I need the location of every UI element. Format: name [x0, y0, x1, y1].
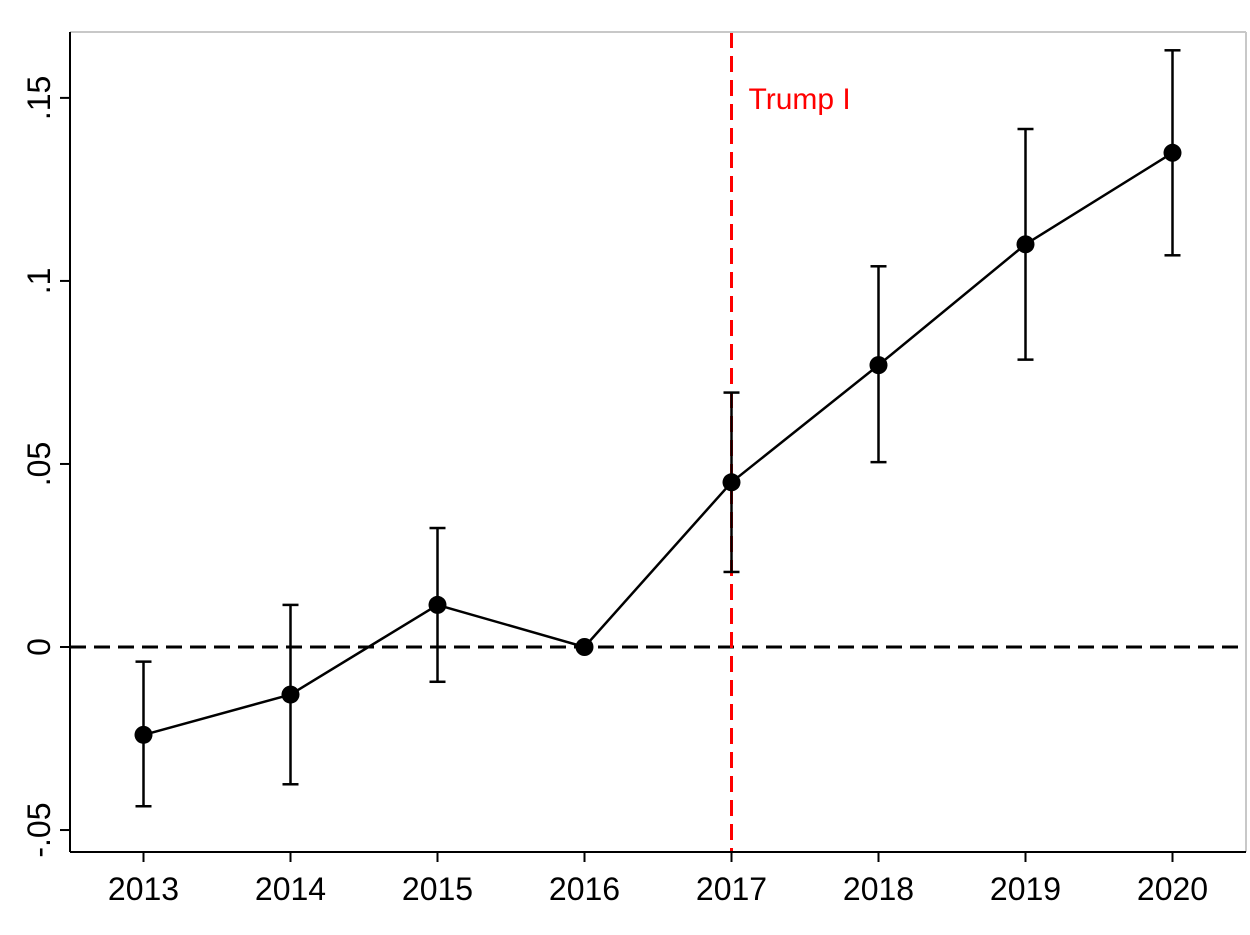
labels: 2013 2014 2015 2016 2017 2018 2019 2020 -.05 0 .05… [21, 76, 1208, 907]
y-tick-label: .15 [21, 76, 57, 120]
x-tick-label: 2014 [255, 871, 326, 907]
x-tick-label: 2020 [1137, 871, 1208, 907]
y-tick-label: -.05 [21, 802, 57, 857]
x-tick-label: 2016 [549, 871, 620, 907]
data-point [134, 725, 153, 744]
y-tick-label: .1 [21, 268, 57, 295]
data-point [1163, 143, 1182, 162]
data-point [428, 595, 447, 614]
data-point [869, 356, 888, 375]
y-tick-label: 0 [21, 638, 57, 656]
data-point [1016, 235, 1035, 254]
x-tick-label: 2017 [696, 871, 767, 907]
axes [60, 31, 1247, 862]
x-tick-label: 2019 [990, 871, 1061, 907]
data-series [134, 49, 1182, 808]
data-point [722, 473, 741, 492]
data-point [281, 685, 300, 704]
event-annotation-label: Trump I [749, 83, 851, 116]
x-tick-label: 2015 [402, 871, 473, 907]
x-tick-label: 2013 [108, 871, 179, 907]
x-tick-label: 2018 [843, 871, 914, 907]
series-line [143, 151, 1174, 737]
data-point [575, 638, 594, 656]
y-tick-label: .05 [21, 442, 57, 486]
